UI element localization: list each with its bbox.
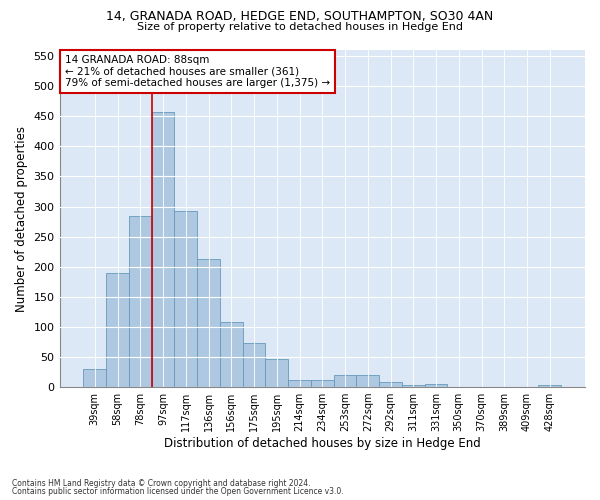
Bar xyxy=(83,369,106,387)
Bar xyxy=(242,342,265,387)
Bar xyxy=(129,216,152,387)
Bar xyxy=(175,212,197,387)
Text: Contains public sector information licensed under the Open Government Licence v3: Contains public sector information licen… xyxy=(12,487,344,496)
Bar xyxy=(402,386,425,387)
Bar xyxy=(220,322,242,387)
Text: 14 GRANADA ROAD: 88sqm
← 21% of detached houses are smaller (361)
79% of semi-de: 14 GRANADA ROAD: 88sqm ← 21% of detached… xyxy=(65,55,330,88)
Bar xyxy=(311,380,334,387)
X-axis label: Distribution of detached houses by size in Hedge End: Distribution of detached houses by size … xyxy=(164,437,481,450)
Text: Contains HM Land Registry data © Crown copyright and database right 2024.: Contains HM Land Registry data © Crown c… xyxy=(12,478,311,488)
Bar xyxy=(334,375,356,387)
Y-axis label: Number of detached properties: Number of detached properties xyxy=(15,126,28,312)
Bar xyxy=(152,112,175,387)
Bar xyxy=(356,375,379,387)
Bar xyxy=(425,384,448,387)
Bar xyxy=(197,259,220,387)
Bar xyxy=(288,380,311,387)
Bar xyxy=(379,382,402,387)
Text: Size of property relative to detached houses in Hedge End: Size of property relative to detached ho… xyxy=(137,22,463,32)
Bar xyxy=(538,384,561,387)
Bar xyxy=(106,272,129,387)
Bar xyxy=(265,359,288,387)
Text: 14, GRANADA ROAD, HEDGE END, SOUTHAMPTON, SO30 4AN: 14, GRANADA ROAD, HEDGE END, SOUTHAMPTON… xyxy=(106,10,494,23)
